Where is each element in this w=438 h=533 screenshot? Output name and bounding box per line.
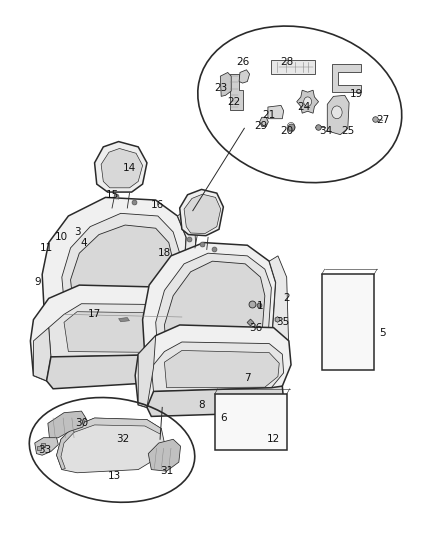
Polygon shape	[135, 325, 291, 407]
Text: 14: 14	[123, 163, 136, 173]
Text: 3: 3	[74, 227, 81, 237]
Text: 12: 12	[267, 434, 280, 445]
Polygon shape	[57, 418, 164, 473]
Polygon shape	[143, 243, 276, 405]
Polygon shape	[230, 74, 243, 110]
Polygon shape	[260, 117, 268, 126]
Polygon shape	[327, 95, 349, 135]
Text: 24: 24	[297, 102, 311, 112]
Text: 28: 28	[280, 57, 293, 67]
Text: 17: 17	[88, 309, 101, 319]
Text: 9: 9	[35, 278, 41, 287]
Polygon shape	[73, 418, 161, 434]
Polygon shape	[57, 427, 74, 470]
Polygon shape	[119, 318, 130, 322]
Text: 20: 20	[280, 126, 293, 136]
Text: 15: 15	[106, 190, 119, 200]
Polygon shape	[101, 149, 143, 188]
Polygon shape	[268, 106, 284, 119]
Polygon shape	[95, 142, 147, 192]
Text: 7: 7	[244, 373, 251, 383]
Polygon shape	[271, 60, 315, 74]
Text: 26: 26	[237, 57, 250, 67]
Polygon shape	[49, 304, 199, 357]
Text: 5: 5	[379, 328, 386, 338]
Text: 13: 13	[108, 472, 121, 481]
Text: 6: 6	[220, 413, 227, 423]
Polygon shape	[147, 386, 284, 416]
Polygon shape	[30, 285, 206, 381]
Text: 18: 18	[158, 248, 171, 258]
Text: 8: 8	[198, 400, 205, 410]
Polygon shape	[138, 336, 155, 407]
Text: 35: 35	[276, 317, 289, 327]
Text: 29: 29	[254, 120, 267, 131]
Polygon shape	[151, 342, 284, 391]
Text: 30: 30	[75, 418, 88, 429]
Text: 21: 21	[263, 110, 276, 120]
Text: 2: 2	[283, 293, 290, 303]
Polygon shape	[220, 72, 231, 96]
Polygon shape	[71, 225, 173, 365]
Polygon shape	[62, 213, 180, 370]
Text: 4: 4	[80, 238, 87, 247]
Polygon shape	[180, 189, 223, 236]
Text: 36: 36	[250, 322, 263, 333]
Polygon shape	[33, 328, 51, 381]
Text: 1: 1	[257, 301, 264, 311]
Polygon shape	[48, 411, 86, 439]
Polygon shape	[258, 256, 289, 389]
Polygon shape	[171, 211, 199, 349]
Text: 34: 34	[319, 126, 332, 136]
Bar	[321, 274, 374, 370]
Text: 16: 16	[151, 200, 165, 211]
Text: 32: 32	[117, 434, 130, 445]
Circle shape	[304, 97, 311, 107]
Text: 25: 25	[341, 126, 354, 136]
Polygon shape	[148, 439, 180, 471]
Bar	[215, 394, 287, 450]
Text: 33: 33	[38, 445, 51, 455]
Polygon shape	[64, 312, 193, 353]
Text: 27: 27	[376, 115, 389, 125]
Polygon shape	[35, 438, 58, 455]
Circle shape	[332, 106, 342, 119]
Polygon shape	[164, 351, 279, 387]
Text: 10: 10	[55, 232, 68, 243]
Polygon shape	[332, 64, 361, 92]
Polygon shape	[297, 90, 318, 113]
Polygon shape	[239, 70, 250, 83]
Polygon shape	[164, 261, 265, 400]
Text: 23: 23	[215, 83, 228, 93]
Text: 22: 22	[228, 96, 241, 107]
Text: 19: 19	[350, 88, 363, 99]
Polygon shape	[42, 197, 186, 378]
Text: 31: 31	[160, 466, 173, 476]
Polygon shape	[46, 349, 199, 389]
Polygon shape	[184, 194, 221, 233]
Text: 11: 11	[40, 243, 53, 253]
Polygon shape	[155, 253, 272, 402]
